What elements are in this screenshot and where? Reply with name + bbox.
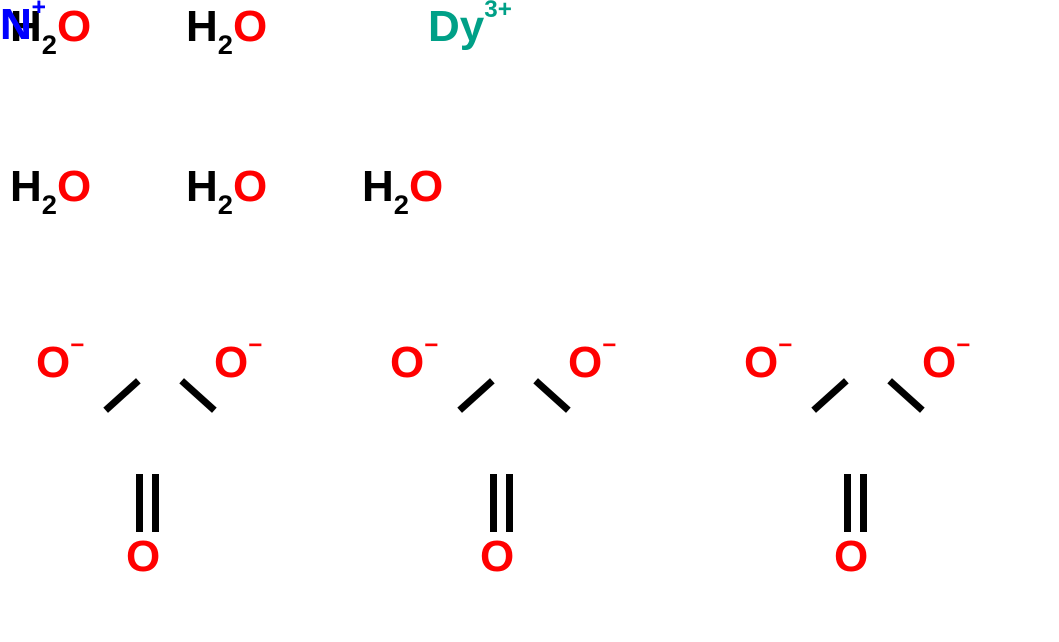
nitrate-3-O-left: O− <box>744 338 792 388</box>
nitrate-3-bond-2 <box>887 378 924 413</box>
nitrate-3-bond-4 <box>860 474 867 532</box>
nitrate-1-bond-3 <box>136 474 143 532</box>
nitrate-1-bond-1 <box>103 378 140 413</box>
nitrate-2-bond-4 <box>506 474 513 532</box>
nitrate-2-bond-3 <box>490 474 497 532</box>
nitrate-2-O-left: O− <box>390 338 438 388</box>
water-5: H2O <box>362 162 443 218</box>
metal-ion: Dy3+ <box>428 2 512 52</box>
molecule-canvas: Dy3+H2OH2OH2OH2OH2OO−O−N+OO−O−N+OO−O−N+O <box>0 0 1059 642</box>
nitrate-2-bond-2 <box>533 378 570 413</box>
nitrate-1-O-left: O− <box>36 338 84 388</box>
nitrate-1-bond-4 <box>152 474 159 532</box>
nitrate-3-O-bottom: O <box>834 532 868 582</box>
nitrate-2-bond-1 <box>457 378 494 413</box>
nitrate-3-N: N+ <box>0 0 46 50</box>
nitrate-3-bond-3 <box>844 474 851 532</box>
nitrate-2-O-bottom: O <box>480 532 514 582</box>
nitrate-1-O-right: O− <box>214 338 262 388</box>
water-2: H2O <box>186 2 267 58</box>
nitrate-1-O-bottom: O <box>126 532 160 582</box>
nitrate-3-O-right: O− <box>922 338 970 388</box>
nitrate-1-bond-2 <box>179 378 216 413</box>
nitrate-2-O-right: O− <box>568 338 616 388</box>
nitrate-3-bond-1 <box>811 378 848 413</box>
water-4: H2O <box>186 162 267 218</box>
water-3: H2O <box>10 162 91 218</box>
